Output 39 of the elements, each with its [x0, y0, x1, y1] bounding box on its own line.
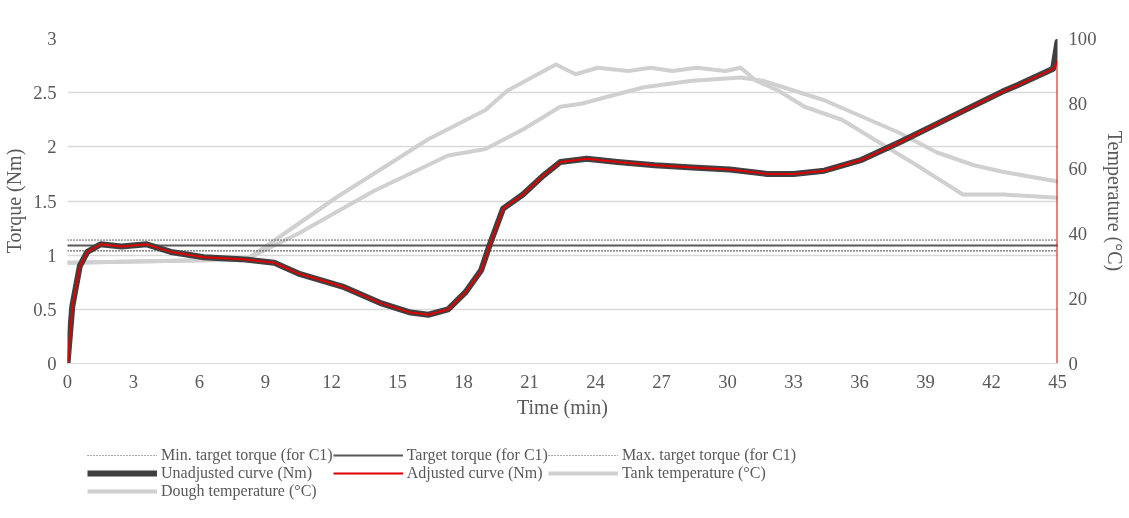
y-tick-label: 0.5 — [33, 298, 57, 320]
x-tick-label: 39 — [916, 370, 935, 392]
y2-tick-label: 20 — [1068, 288, 1088, 309]
x-tick-label: 12 — [322, 370, 341, 392]
x-tick-label: 42 — [982, 370, 1001, 392]
x-tick-label: 9 — [260, 370, 271, 392]
y-tick-label: 2 — [47, 136, 57, 158]
y2-tick-label: 60 — [1068, 158, 1088, 179]
x-tick-label: 0 — [62, 370, 73, 392]
legend-label: Tank temperature (°C) — [621, 464, 766, 482]
legend-label: Unadjusted curve (Nm) — [161, 464, 313, 482]
x-tick-label: 21 — [520, 370, 539, 392]
y-axis-title: Torque (Nm) — [3, 148, 27, 254]
y-tick-label: 2.5 — [33, 82, 57, 104]
y2-tick-label: 80 — [1068, 93, 1088, 114]
legend-label: Max. target torque (for C1) — [621, 446, 797, 464]
x-tick-label: 15 — [388, 370, 407, 392]
x-tick-label: 33 — [784, 370, 803, 392]
legend-label: Adjusted curve (Nm) — [406, 464, 543, 482]
y2-tick-label: 40 — [1068, 223, 1088, 244]
y-tick-label: 3 — [47, 28, 57, 49]
x-tick-label: 18 — [454, 370, 473, 392]
x-tick-label: 24 — [586, 370, 606, 392]
x-tick-label: 36 — [850, 370, 869, 392]
x-tick-label: 30 — [718, 370, 737, 392]
y2-tick-label: 100 — [1068, 28, 1097, 49]
legend-label: Dough temperature (°C) — [161, 482, 317, 500]
x-tick-label: 3 — [128, 370, 139, 392]
y-tick-label: 0 — [47, 353, 57, 374]
x-tick-label: 45 — [1048, 370, 1067, 392]
y2-tick-label: 0 — [1068, 353, 1078, 374]
x-axis-title: Time (min) — [517, 395, 608, 419]
y2-axis-title: Temperature (°C) — [1103, 130, 1127, 272]
legend-label: Min. target torque (for C1) — [161, 446, 333, 464]
y-tick-label: 1.5 — [33, 190, 57, 212]
legend-label: Target torque (for C1) — [406, 446, 548, 464]
x-tick-label: 27 — [652, 370, 671, 392]
y-tick-label: 1 — [47, 244, 57, 266]
x-tick-label: 6 — [194, 370, 205, 392]
